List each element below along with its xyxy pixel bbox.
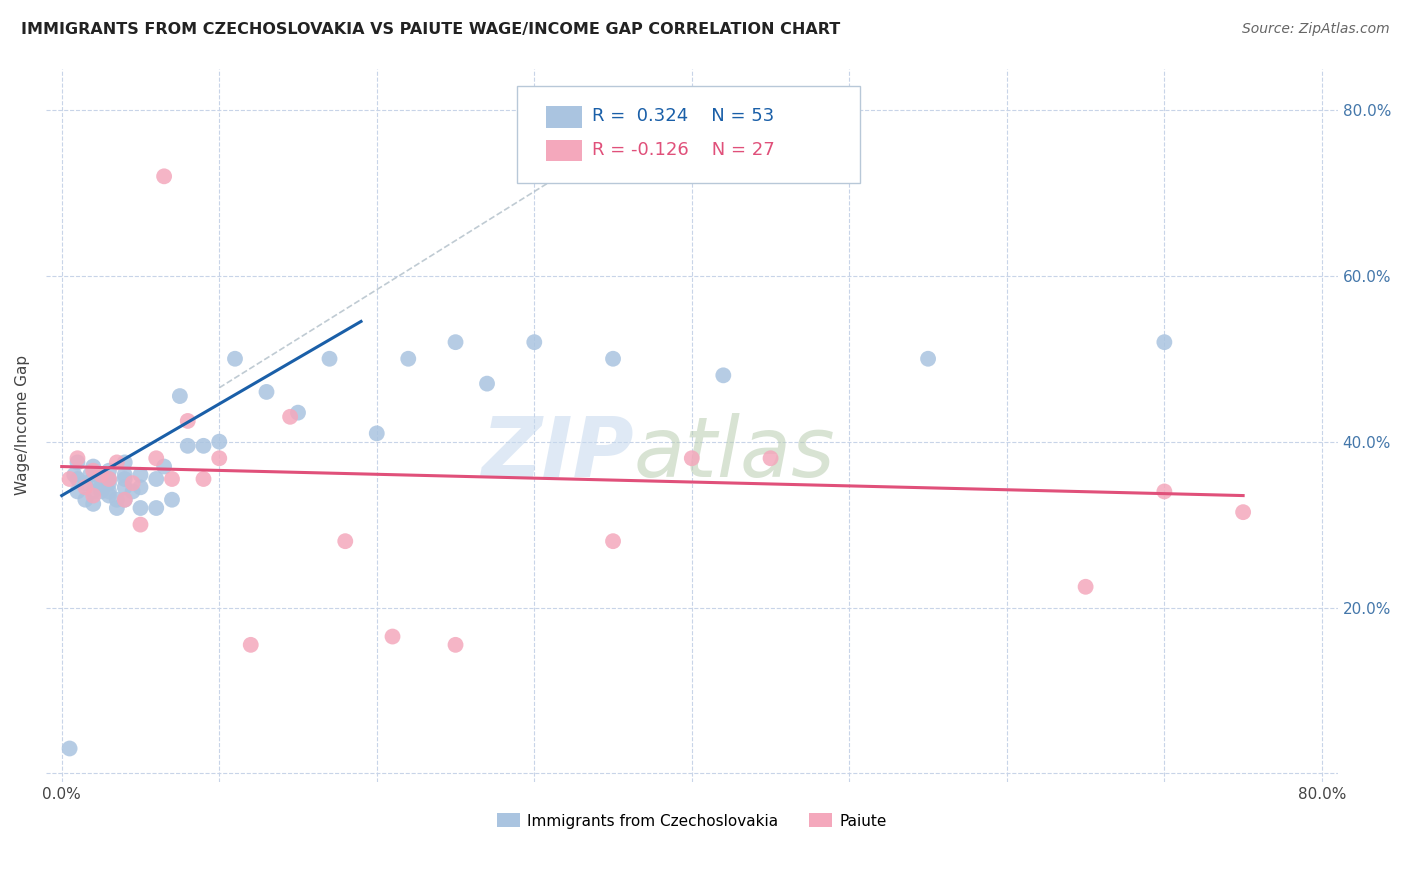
Bar (546, 140, 582, 161)
Point (208, 434, 231, 449)
Point (82, 472, 104, 486)
Point (177, 439, 200, 453)
Point (335, 534, 357, 549)
Point (160, 472, 183, 486)
Point (105, 492, 128, 507)
Point (396, 351, 419, 366)
Point (256, 384, 278, 399)
Point (444, 638, 467, 652)
Point (208, 451, 231, 466)
Point (75, 492, 97, 507)
Point (366, 426, 388, 441)
Point (90, 480, 112, 494)
Point (82, 464, 104, 478)
Point (114, 467, 136, 482)
Point (75, 476, 97, 491)
Point (381, 630, 404, 644)
Point (105, 501, 128, 516)
Point (1074, 580, 1097, 594)
Point (1153, 335, 1175, 350)
Point (917, 351, 939, 366)
Point (63, 467, 86, 482)
Point (239, 638, 262, 652)
Point (129, 480, 152, 494)
Point (98, 476, 121, 491)
Point (121, 476, 143, 491)
Point (129, 517, 152, 532)
Point (82, 459, 104, 474)
Point (98, 472, 121, 486)
Point (66, 455, 89, 469)
Point (75, 480, 97, 494)
Point (121, 484, 143, 499)
Point (318, 351, 340, 366)
Point (90, 467, 112, 482)
Point (114, 492, 136, 507)
Point (145, 501, 167, 516)
Point (105, 455, 128, 469)
Point (160, 492, 183, 507)
Point (153, 459, 176, 474)
Text: ZIP: ZIP (481, 413, 634, 494)
Point (759, 451, 782, 466)
Point (224, 351, 246, 366)
Point (523, 335, 546, 350)
FancyBboxPatch shape (517, 87, 859, 183)
Point (145, 451, 167, 466)
Point (1232, 505, 1254, 519)
Point (145, 472, 167, 486)
Point (129, 467, 152, 482)
Point (59, 472, 82, 486)
Point (114, 480, 136, 494)
Point (193, 439, 215, 453)
Text: Source: ZipAtlas.com: Source: ZipAtlas.com (1241, 22, 1389, 37)
Point (444, 335, 467, 350)
Bar (546, 106, 582, 128)
Point (98, 489, 121, 503)
Legend: Immigrants from Czechoslovakia, Paiute: Immigrants from Czechoslovakia, Paiute (491, 807, 893, 835)
Point (90, 484, 112, 499)
Point (114, 492, 136, 507)
Point (1153, 484, 1175, 499)
Point (66, 484, 89, 499)
Point (82, 489, 104, 503)
Point (711, 368, 734, 383)
Point (602, 351, 624, 366)
Point (278, 409, 301, 424)
Text: atlas: atlas (634, 413, 835, 494)
Point (98, 464, 121, 478)
Point (59, 741, 82, 756)
Point (90, 467, 112, 482)
Point (90, 472, 112, 486)
Point (177, 414, 200, 428)
Point (114, 472, 136, 486)
Point (82, 484, 104, 499)
Point (82, 497, 104, 511)
Point (66, 472, 89, 486)
Point (681, 451, 703, 466)
Point (98, 472, 121, 486)
Y-axis label: Wage/Income Gap: Wage/Income Gap (15, 355, 30, 495)
Point (287, 406, 309, 420)
Text: IMMIGRANTS FROM CZECHOSLOVAKIA VS PAIUTE WAGE/INCOME GAP CORRELATION CHART: IMMIGRANTS FROM CZECHOSLOVAKIA VS PAIUTE… (21, 22, 841, 37)
Point (114, 455, 136, 469)
Text: R = -0.126    N = 27: R = -0.126 N = 27 (592, 141, 775, 159)
Point (153, 169, 176, 184)
Point (475, 376, 498, 391)
Point (66, 451, 89, 466)
Point (129, 501, 152, 516)
Point (169, 389, 191, 403)
Point (98, 484, 121, 499)
Point (602, 534, 624, 549)
Text: R =  0.324    N = 53: R = 0.324 N = 53 (592, 107, 775, 125)
Point (193, 472, 215, 486)
Point (79, 467, 101, 482)
